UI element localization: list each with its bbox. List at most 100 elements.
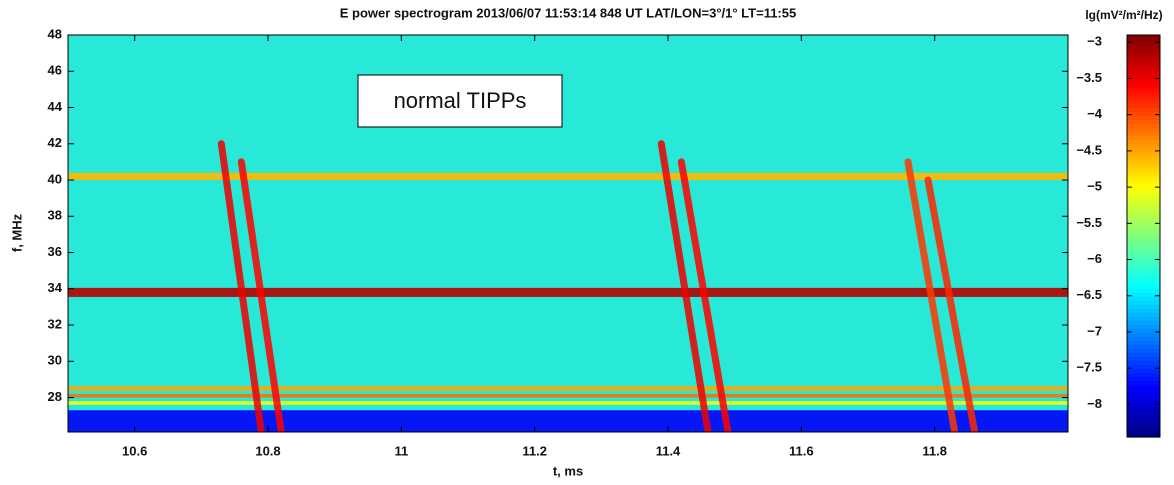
colorbar-slice xyxy=(1127,432,1160,438)
colorbar-slice xyxy=(1127,300,1160,305)
colorbar-tick-label: −6 xyxy=(1087,251,1102,266)
colorbar-slice xyxy=(1127,183,1160,189)
x-tick-label: 11.2 xyxy=(522,443,547,458)
tipp-track xyxy=(924,176,979,432)
colorbar-tick-label: −5 xyxy=(1087,179,1102,194)
colorbar-slice xyxy=(1127,316,1160,322)
colorbar-tick-label: −3.5 xyxy=(1076,70,1102,85)
tipp-track xyxy=(237,158,285,432)
colorbar-slice xyxy=(1127,231,1160,237)
colorbar-slice xyxy=(1127,51,1160,56)
tipp-track xyxy=(677,158,732,432)
y-tick-label: 36 xyxy=(48,244,62,259)
colorbar-slice xyxy=(1127,328,1160,334)
colorbar-slice xyxy=(1127,211,1160,217)
colorbar-slice xyxy=(1127,340,1160,346)
colorbar-slice xyxy=(1127,115,1160,121)
colorbar-slice xyxy=(1127,372,1160,378)
colorbar-tick-label: −7.5 xyxy=(1076,360,1102,375)
y-tick-label: 34 xyxy=(48,280,63,295)
colorbar-slice xyxy=(1127,260,1160,265)
x-tick-label: 11 xyxy=(394,443,408,458)
colorbar-slice xyxy=(1127,83,1160,88)
colorbar-slice xyxy=(1127,195,1160,201)
colorbar-slice xyxy=(1127,91,1160,96)
colorbar-slice xyxy=(1127,404,1160,410)
colorbar-slice xyxy=(1127,151,1160,157)
colorbar-slice xyxy=(1127,35,1160,40)
colorbar-slice xyxy=(1127,352,1160,358)
y-tick-label: 44 xyxy=(48,99,63,114)
colorbar-slice xyxy=(1127,111,1160,116)
colorbar-slice xyxy=(1127,244,1160,249)
tipp-track xyxy=(217,140,265,432)
colorbar-slice xyxy=(1127,348,1160,354)
chart-title: E power spectrogram 2013/06/07 11:53:14 … xyxy=(340,5,796,20)
colorbar-slice xyxy=(1127,304,1160,309)
colorbar-slice xyxy=(1127,424,1160,430)
colorbar-slice xyxy=(1127,131,1160,137)
tipp-track xyxy=(904,158,959,432)
colorbar-slice xyxy=(1127,167,1160,173)
x-tick-label: 11.6 xyxy=(789,443,814,458)
colorbar-slice xyxy=(1127,364,1160,370)
colorbar-slice xyxy=(1127,408,1160,414)
colorbar-slice xyxy=(1127,252,1160,257)
y-tick-label: 48 xyxy=(48,26,62,41)
colorbar-slice xyxy=(1127,135,1160,141)
annotation-box xyxy=(357,74,563,128)
colorbar-slice xyxy=(1127,380,1160,386)
colorbar-slice xyxy=(1127,360,1160,366)
colorbar-slice xyxy=(1127,296,1160,301)
colorbar-slice xyxy=(1127,268,1160,273)
colorbar-slice xyxy=(1127,264,1160,269)
colorbar-slice xyxy=(1127,179,1160,185)
colorbar-slice xyxy=(1127,420,1160,426)
colorbar-slice xyxy=(1127,392,1160,398)
colorbar-slice xyxy=(1127,223,1160,229)
x-tick-label: 11.4 xyxy=(656,443,681,458)
band xyxy=(68,401,1068,405)
colorbar-slice xyxy=(1127,127,1160,133)
colorbar-slice xyxy=(1127,332,1160,338)
colorbar-slice xyxy=(1127,280,1160,285)
colorbar-slice xyxy=(1127,159,1160,165)
colorbar-slice xyxy=(1127,47,1160,52)
axes: 10.6 10.8 11 11.2 11.4 11.6 11.8 28 30 32 34 36 38 40… xyxy=(48,26,1161,458)
colorbar-slice xyxy=(1127,272,1160,277)
y-tick-label: 32 xyxy=(48,316,62,331)
colorbar-slice xyxy=(1127,175,1160,181)
colorbar-slice xyxy=(1127,248,1160,253)
y-tick-label: 46 xyxy=(48,63,62,78)
colorbar-slice xyxy=(1127,55,1160,60)
y-tick-label: 42 xyxy=(48,135,62,150)
colorbar-slice xyxy=(1127,187,1160,193)
band xyxy=(68,386,1068,391)
plot-area xyxy=(68,35,1068,432)
y-tick-label: 40 xyxy=(48,171,62,186)
colorbar-slice xyxy=(1127,71,1160,76)
band xyxy=(68,172,1068,181)
colorbar-tick-label: −5.5 xyxy=(1076,215,1102,230)
colorbar-slice xyxy=(1127,59,1160,64)
colorbar-slice xyxy=(1127,284,1160,289)
colorbar-tick-label: −3 xyxy=(1087,34,1102,49)
x-tick-label: 11.8 xyxy=(922,443,947,458)
colorbar-slice xyxy=(1127,123,1160,129)
colorbar-slice xyxy=(1127,119,1160,125)
colorbar-tick-label: −4 xyxy=(1087,106,1103,121)
x-tick-label: 10.6 xyxy=(122,443,147,458)
colorbar-slice xyxy=(1127,240,1160,245)
x-axis-label: t, ms xyxy=(553,463,583,478)
y-axis-label: f, MHz xyxy=(9,213,24,252)
colorbar-slice xyxy=(1127,43,1160,48)
colorbar-tick-label: −6.5 xyxy=(1076,287,1102,302)
colorbar-slice xyxy=(1127,67,1160,72)
colorbar-slice xyxy=(1127,376,1160,382)
colorbar-tick-label: −7 xyxy=(1087,323,1102,338)
colorbar-slice xyxy=(1127,107,1160,112)
colorbar-slice xyxy=(1127,103,1160,108)
colorbar-slice xyxy=(1127,155,1160,161)
colorbar-slice xyxy=(1127,356,1160,362)
